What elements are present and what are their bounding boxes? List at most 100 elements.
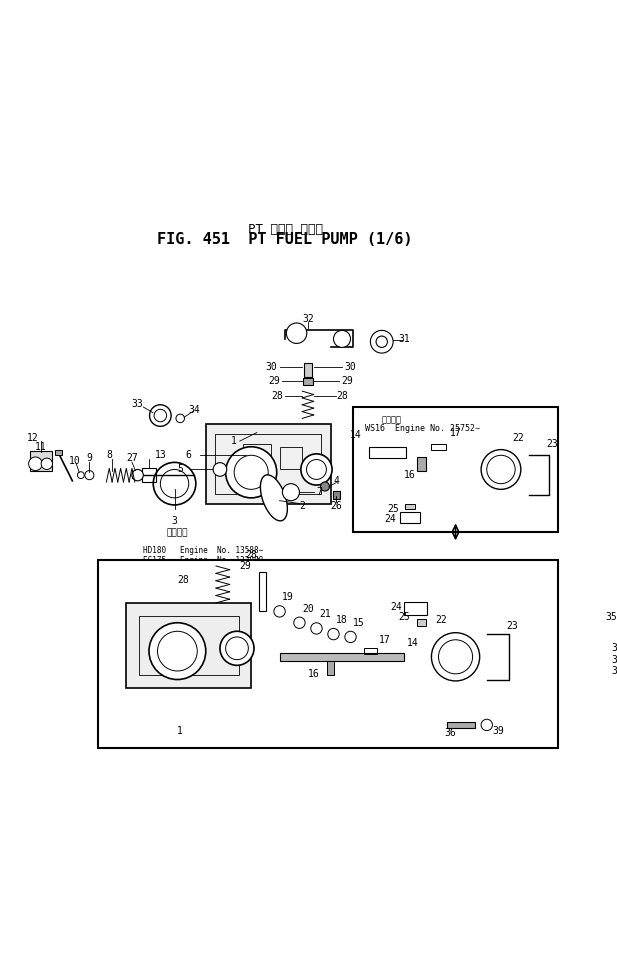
Text: 1: 1 — [177, 726, 183, 736]
Text: 22: 22 — [512, 433, 524, 444]
Circle shape — [286, 323, 307, 343]
Text: 14: 14 — [407, 637, 419, 648]
Text: HD180   Engine  No. 13588∼: HD180 Engine No. 13588∼ — [143, 546, 263, 556]
Bar — [142, 468, 156, 483]
Ellipse shape — [487, 455, 515, 484]
Bar — [215, 434, 321, 493]
Text: 5: 5 — [177, 464, 183, 475]
Text: 39: 39 — [611, 666, 617, 676]
Bar — [205, 424, 331, 504]
Circle shape — [481, 719, 492, 731]
Bar — [242, 444, 271, 472]
Circle shape — [41, 458, 52, 469]
Ellipse shape — [226, 637, 248, 660]
Bar — [126, 603, 251, 688]
Text: 22: 22 — [436, 615, 447, 625]
Text: 23: 23 — [546, 439, 558, 449]
Text: 25: 25 — [399, 612, 410, 622]
Text: 29: 29 — [268, 377, 280, 386]
Bar — [259, 572, 266, 611]
Bar — [333, 490, 340, 499]
Text: 31: 31 — [399, 334, 410, 343]
Text: 29: 29 — [239, 561, 251, 571]
Text: 32: 32 — [302, 314, 314, 324]
Ellipse shape — [220, 631, 254, 666]
Bar — [417, 620, 426, 627]
Bar — [447, 722, 476, 729]
Circle shape — [370, 331, 393, 353]
Text: 12: 12 — [27, 433, 38, 444]
Bar — [304, 363, 312, 378]
Circle shape — [320, 482, 329, 491]
Text: PT フェル ポンプ: PT フェル ポンプ — [248, 223, 323, 235]
Text: 28: 28 — [336, 391, 348, 401]
Text: 33: 33 — [132, 399, 144, 410]
Bar — [139, 616, 239, 675]
Circle shape — [294, 617, 305, 629]
Circle shape — [85, 471, 94, 480]
Bar — [30, 451, 52, 471]
Text: 30: 30 — [265, 362, 277, 373]
Ellipse shape — [149, 623, 205, 679]
Circle shape — [594, 669, 602, 678]
Ellipse shape — [157, 631, 197, 671]
Bar — [280, 653, 405, 661]
Text: EG175   Engine  No. 132888∼: EG175 Engine No. 132888∼ — [143, 557, 268, 565]
Text: 16: 16 — [404, 470, 416, 480]
Ellipse shape — [439, 640, 473, 674]
Text: 9: 9 — [86, 453, 93, 463]
Circle shape — [376, 336, 387, 347]
Text: 24: 24 — [384, 515, 396, 524]
Circle shape — [594, 647, 602, 655]
Ellipse shape — [260, 475, 288, 521]
Bar — [280, 447, 302, 469]
Bar — [98, 560, 558, 747]
Text: 24: 24 — [390, 602, 402, 612]
Text: 28: 28 — [246, 550, 257, 559]
Text: 7: 7 — [317, 487, 322, 497]
Circle shape — [283, 484, 299, 501]
Ellipse shape — [301, 453, 332, 486]
Text: 35: 35 — [606, 612, 617, 622]
Circle shape — [274, 606, 285, 617]
Text: 15: 15 — [353, 618, 365, 628]
Circle shape — [311, 623, 322, 634]
Text: 29: 29 — [342, 377, 354, 386]
Bar — [400, 512, 420, 523]
Circle shape — [28, 457, 42, 471]
Text: 適用号機: 適用号機 — [167, 528, 188, 538]
Text: 2: 2 — [299, 501, 305, 512]
Ellipse shape — [234, 455, 268, 489]
Ellipse shape — [149, 405, 171, 426]
Bar — [55, 450, 62, 454]
Text: 3: 3 — [172, 516, 178, 525]
Circle shape — [594, 659, 602, 667]
Text: 27: 27 — [126, 453, 138, 463]
Circle shape — [345, 631, 356, 642]
Text: 28: 28 — [177, 575, 189, 585]
Ellipse shape — [160, 469, 189, 498]
Ellipse shape — [226, 447, 277, 498]
Ellipse shape — [307, 459, 326, 480]
Circle shape — [78, 472, 85, 479]
Bar — [303, 378, 313, 385]
Ellipse shape — [176, 414, 184, 422]
Circle shape — [334, 331, 350, 347]
Ellipse shape — [431, 632, 479, 681]
Bar — [405, 602, 427, 615]
Text: 34: 34 — [189, 405, 201, 414]
Text: 6: 6 — [186, 450, 192, 460]
Text: 30: 30 — [345, 362, 357, 373]
Bar — [431, 444, 445, 450]
Text: 25: 25 — [387, 504, 399, 514]
Text: 38: 38 — [611, 655, 617, 665]
Text: 4: 4 — [333, 476, 339, 486]
Bar — [417, 456, 426, 471]
Bar — [327, 661, 334, 675]
Text: 16: 16 — [308, 668, 320, 679]
Circle shape — [213, 462, 227, 476]
Text: WS16  Engine No. 25752∼: WS16 Engine No. 25752∼ — [365, 424, 480, 433]
Text: 39: 39 — [492, 726, 504, 736]
Text: 13: 13 — [154, 450, 166, 460]
Text: EG175S  Engine  No. 170212∼: EG175S Engine No. 170212∼ — [143, 566, 268, 576]
